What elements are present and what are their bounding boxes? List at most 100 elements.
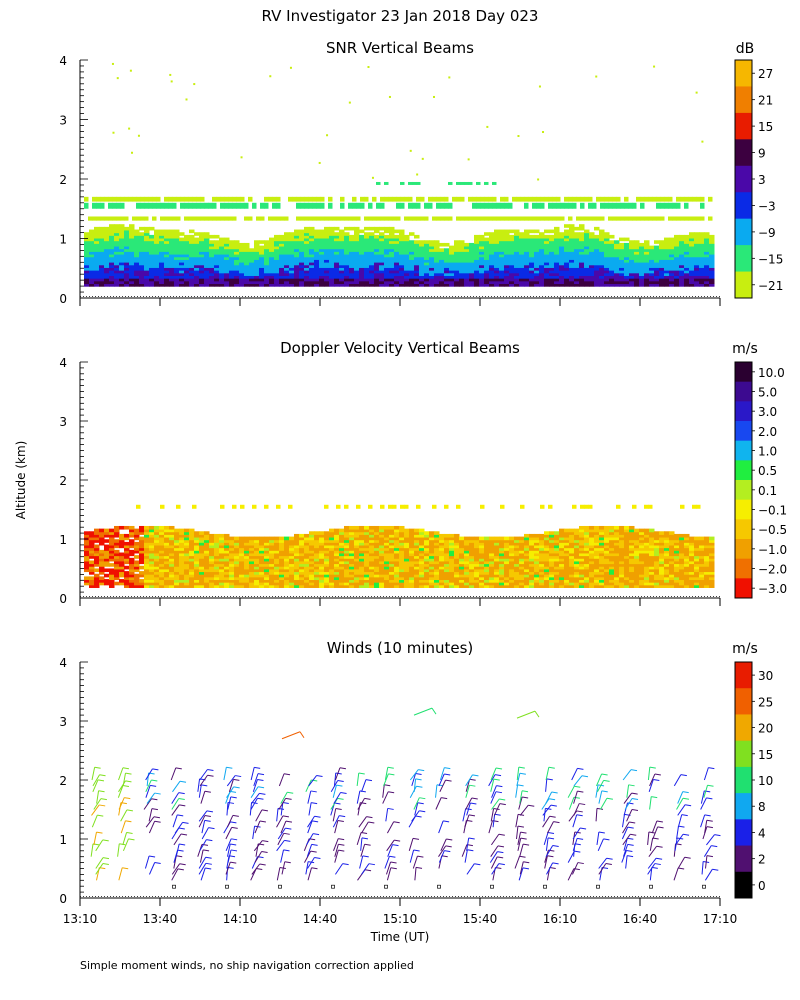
snr-cell — [439, 242, 445, 247]
snr-cell — [174, 256, 180, 260]
doppler-cell — [99, 531, 105, 535]
doppler-cell — [494, 579, 500, 583]
doppler-cell — [114, 552, 120, 557]
snr-cell — [194, 245, 200, 250]
snr-cell — [464, 256, 470, 260]
snr-cell — [509, 267, 515, 271]
doppler-cell — [354, 525, 360, 530]
snr-cell — [309, 250, 315, 255]
doppler-cell — [189, 581, 195, 586]
snr-cell — [274, 280, 280, 285]
snr-cell — [464, 280, 470, 285]
doppler-cell — [514, 557, 520, 562]
doppler-cell — [324, 584, 330, 588]
snr-layer-cell — [100, 216, 105, 221]
snr-cell — [539, 283, 545, 287]
doppler-cell — [204, 541, 210, 546]
snr-cell — [289, 269, 295, 274]
snr-cell — [179, 245, 185, 250]
snr-cell — [359, 259, 365, 263]
snr-cell — [434, 253, 440, 258]
snr-cell — [144, 242, 150, 247]
doppler-cell — [429, 565, 435, 570]
doppler-cell — [164, 552, 170, 557]
snr-cell — [184, 253, 190, 258]
doppler-cell — [279, 547, 285, 551]
snr-layer-cell — [300, 202, 305, 209]
doppler-cell — [384, 576, 390, 581]
doppler-cell — [144, 581, 150, 586]
snr-cell — [364, 248, 370, 252]
snr-cell — [699, 237, 705, 242]
snr-cell — [319, 277, 325, 282]
snr-cell — [564, 256, 570, 260]
doppler-cell — [254, 579, 260, 583]
doppler-cell — [369, 560, 375, 565]
doppler-cell — [409, 579, 415, 583]
doppler-cell — [559, 547, 565, 551]
doppler-cell — [309, 579, 315, 583]
doppler-cell — [304, 573, 310, 578]
snr-cell — [149, 253, 155, 258]
snr-cell — [404, 248, 410, 252]
snr-cell — [329, 253, 335, 258]
doppler-cell — [564, 536, 570, 541]
snr-cell — [399, 259, 405, 263]
snr-cell — [569, 259, 575, 263]
doppler-cell — [149, 571, 155, 575]
snr-cell — [534, 259, 540, 263]
snr-cell — [499, 229, 505, 234]
doppler-cell — [234, 541, 240, 546]
snr-cell — [294, 280, 300, 285]
snr-cell — [94, 275, 100, 279]
snr-cell — [174, 277, 180, 282]
snr-layer-cell — [544, 196, 549, 202]
doppler-cell — [469, 573, 475, 578]
snr-cell — [594, 248, 600, 252]
snr-cell — [244, 250, 250, 255]
doppler-cell — [124, 549, 130, 554]
snr-cell — [399, 264, 405, 268]
doppler-cell — [399, 525, 405, 530]
doppler-cell — [89, 579, 95, 583]
snr-cell — [304, 237, 310, 242]
doppler-cell — [559, 560, 565, 565]
snr-layer-cell — [688, 216, 693, 221]
doppler-cell — [124, 525, 130, 530]
snr-cell — [644, 259, 650, 263]
snr-cell — [594, 267, 600, 271]
snr-cell — [389, 280, 395, 285]
snr-cell — [129, 226, 135, 231]
snr-cell — [284, 245, 290, 250]
doppler-cell — [209, 573, 215, 578]
snr-cell — [109, 277, 115, 282]
doppler-cell — [409, 560, 415, 565]
snr-layer-cell — [524, 196, 529, 202]
snr-cell — [109, 272, 115, 276]
doppler-cell — [284, 544, 290, 549]
snr-layer-cell — [180, 202, 185, 209]
doppler-cell — [329, 584, 335, 588]
doppler-cell — [549, 563, 555, 567]
snr-cell — [564, 264, 570, 268]
snr-cell — [514, 283, 520, 287]
snr-layer-cell — [500, 202, 505, 209]
snr-cell — [134, 253, 140, 258]
doppler-cell — [209, 581, 215, 586]
snr-cell — [589, 256, 595, 260]
snr-cell — [129, 248, 135, 252]
doppler-cell — [179, 557, 185, 562]
snr-cell — [249, 256, 255, 260]
doppler-cell — [449, 557, 455, 562]
snr-layer-cell — [480, 216, 485, 221]
doppler-cell — [499, 581, 505, 586]
snr-layer-cell — [84, 196, 89, 202]
doppler-cell — [209, 563, 215, 567]
snr-cell — [179, 283, 185, 287]
doppler-cell — [234, 549, 240, 554]
doppler-cell — [124, 533, 130, 538]
snr-cell — [94, 245, 100, 250]
snr-cell — [104, 277, 110, 282]
snr-cell — [504, 264, 510, 268]
doppler-cell — [479, 547, 485, 551]
